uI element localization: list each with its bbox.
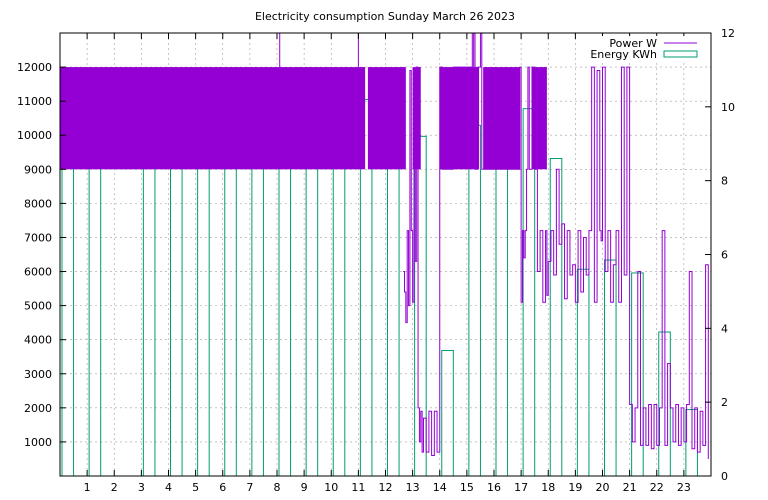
x-tick-label: 21 bbox=[623, 481, 637, 494]
x-tick-label: 12 bbox=[379, 481, 393, 494]
y2-tick-label: 2 bbox=[721, 396, 728, 409]
x-tick-label: 2 bbox=[111, 481, 118, 494]
x-tick-label: 23 bbox=[677, 481, 691, 494]
energy-bar bbox=[441, 349, 454, 477]
energy-bar bbox=[468, 124, 481, 477]
x-tick-label: 5 bbox=[192, 481, 199, 494]
x-tick-label: 11 bbox=[351, 481, 365, 494]
y-tick-label: 5000 bbox=[24, 300, 52, 313]
axes: 1 2 3 4 5 6 7 8 9 10 11 12 13 14 15 16 17 18 19 20 21 22 23100… bbox=[17, 27, 735, 494]
x-tick-label: 4 bbox=[165, 481, 172, 494]
x-tick-label: 17 bbox=[514, 481, 528, 494]
y-tick-label: 7000 bbox=[24, 231, 52, 244]
chart-title: Electricity consumption Sunday March 26 … bbox=[255, 10, 515, 23]
y-tick-label: 9000 bbox=[24, 163, 52, 176]
x-tick-label: 13 bbox=[406, 481, 420, 494]
x-tick-label: 18 bbox=[541, 481, 555, 494]
legend-power-label: Power W bbox=[609, 37, 657, 50]
y2-tick-label: 0 bbox=[721, 470, 728, 483]
y2-tick-label: 8 bbox=[721, 175, 728, 188]
x-tick-label: 14 bbox=[433, 481, 447, 494]
power-band bbox=[60, 67, 366, 170]
y2-tick-label: 6 bbox=[721, 249, 728, 262]
power-band bbox=[531, 67, 547, 170]
y-tick-label: 8000 bbox=[24, 197, 52, 210]
x-tick-label: 22 bbox=[650, 481, 664, 494]
y-tick-label: 3000 bbox=[24, 368, 52, 381]
y2-tick-label: 10 bbox=[721, 101, 735, 114]
y-tick-label: 4000 bbox=[24, 334, 52, 347]
x-tick-label: 15 bbox=[460, 481, 474, 494]
y2-tick-label: 4 bbox=[721, 322, 728, 335]
power-band bbox=[439, 67, 480, 170]
legend-box bbox=[582, 36, 706, 62]
x-tick-label: 9 bbox=[301, 481, 308, 494]
x-tick-label: 6 bbox=[219, 481, 226, 494]
x-tick-label: 1 bbox=[84, 481, 91, 494]
y2-tick-label: 12 bbox=[721, 27, 735, 40]
y-tick-label: 2000 bbox=[24, 402, 52, 415]
power-band bbox=[367, 67, 406, 170]
power-series bbox=[60, 32, 709, 459]
y-tick-label: 6000 bbox=[24, 266, 52, 279]
power-line bbox=[403, 32, 709, 459]
legend-energy-swatch bbox=[663, 50, 698, 58]
y-tick-label: 12000 bbox=[17, 61, 52, 74]
x-tick-label: 20 bbox=[596, 481, 610, 494]
legend-energy-label: Energy KWh bbox=[590, 48, 657, 61]
energy-bar bbox=[576, 268, 590, 477]
y-tick-label: 10000 bbox=[17, 129, 52, 142]
y-tick-label: 11000 bbox=[17, 95, 52, 108]
x-tick-label: 16 bbox=[487, 481, 501, 494]
x-tick-label: 8 bbox=[274, 481, 281, 494]
x-tick-label: 19 bbox=[568, 481, 582, 494]
x-tick-label: 7 bbox=[246, 481, 253, 494]
x-tick-label: 3 bbox=[138, 481, 145, 494]
legend: Power W Energy KWh bbox=[582, 36, 706, 62]
power-band bbox=[483, 67, 520, 170]
y-tick-label: 1000 bbox=[24, 436, 52, 449]
x-tick-label: 10 bbox=[324, 481, 338, 494]
